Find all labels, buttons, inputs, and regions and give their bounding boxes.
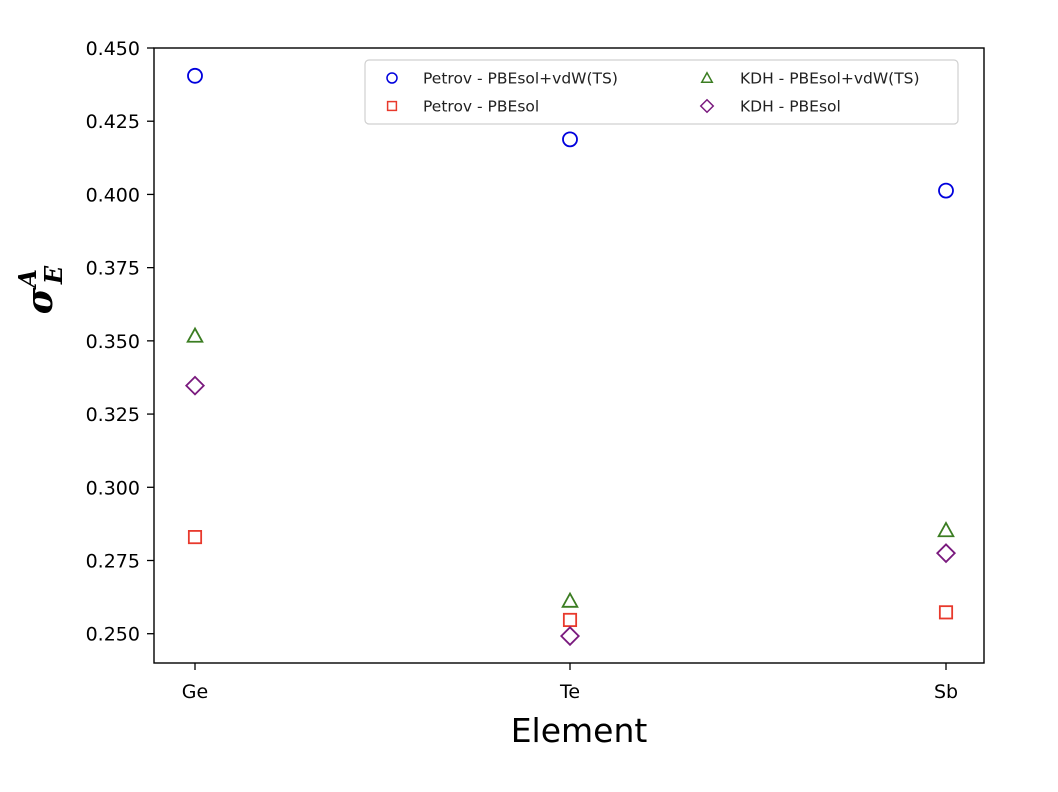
y-tick-label: 0.275 — [86, 551, 140, 573]
data-points — [184, 67, 957, 647]
y-tick-label: 0.425 — [86, 111, 140, 133]
legend-marker-triangle — [700, 71, 714, 83]
y-tick-label: 0.450 — [86, 38, 140, 60]
data-point-square — [938, 605, 954, 620]
y-axis-title-sub: E — [39, 265, 68, 285]
legend-label: KDH - PBEsol+vdW(TS) — [740, 70, 920, 88]
y-tick-label: 0.250 — [86, 624, 140, 646]
legend-label: Petrov - PBEsol+vdW(TS) — [423, 70, 618, 88]
plot-frame — [153, 47, 985, 664]
y-axis-title-sup: A — [13, 269, 42, 290]
legend-marker-square — [386, 100, 398, 112]
data-point-circle — [562, 131, 578, 148]
legend-box — [364, 59, 959, 125]
y-tick-label: 0.375 — [86, 258, 140, 280]
axes: 0.250 0.275 0.300 0.325 0.350 0.375 0.400 0.425… — [86, 38, 985, 703]
legend-marker-circle — [386, 72, 398, 84]
x-axis-title: Element — [511, 711, 648, 750]
data-point-diamond — [559, 626, 581, 647]
x-tick-label: Sb — [934, 681, 958, 703]
y-tick-label: 0.300 — [86, 477, 140, 499]
x-tick-label: Ge — [182, 681, 208, 703]
svg-text:σAE: σAE — [13, 265, 68, 314]
data-point-triangle — [937, 521, 955, 538]
legend-label: Petrov - PBEsol — [423, 98, 539, 116]
data-point-diamond — [935, 543, 957, 564]
data-point-diamond — [184, 375, 206, 396]
legend: Petrov - PBEsol+vdW(TS) Petrov - PBEsol KD… — [364, 59, 959, 125]
y-tick-label: 0.400 — [86, 184, 140, 206]
y-tick-label: 0.350 — [86, 331, 140, 353]
data-point-square — [562, 612, 578, 628]
data-point-square — [187, 530, 203, 545]
data-point-circle — [187, 67, 203, 84]
legend-marker-diamond — [699, 98, 715, 114]
data-point-circle — [938, 182, 954, 199]
data-point-triangle — [186, 326, 204, 343]
data-point-triangle — [561, 591, 579, 608]
y-axis-title: σAE — [13, 265, 68, 314]
x-tick-label: Te — [559, 681, 580, 703]
legend-label: KDH - PBEsol — [740, 98, 841, 116]
y-tick-label: 0.325 — [86, 404, 140, 426]
y-axis-title-base: σ — [19, 287, 61, 314]
